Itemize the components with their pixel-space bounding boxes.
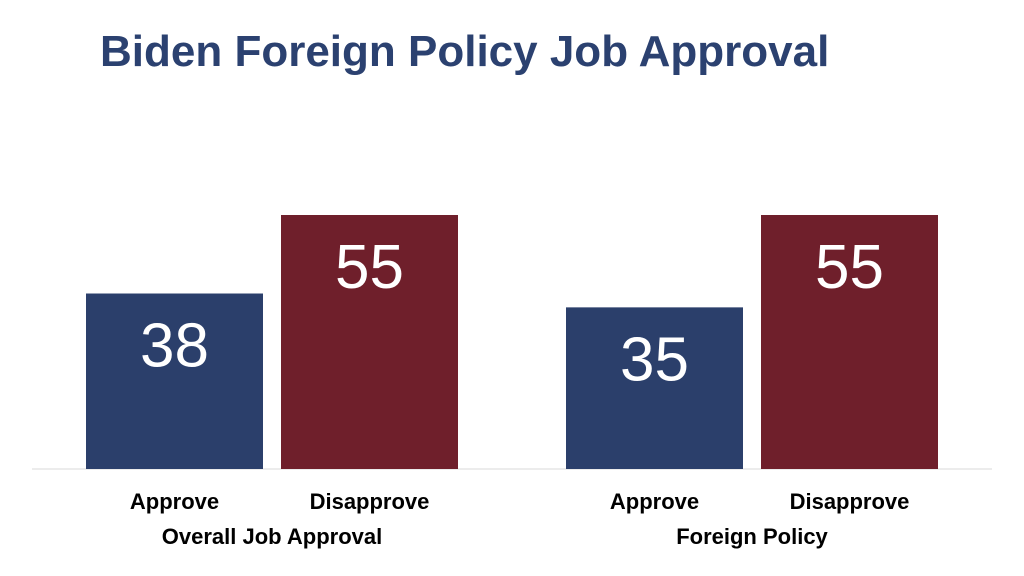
bars-layer: 38 Approve 55 Disapprove Overall Job Approva…: [86, 215, 938, 549]
category-label-0-1: Disapprove: [310, 489, 430, 514]
category-label-0-0: Approve: [130, 489, 219, 514]
bar-1-disapprove: [761, 215, 938, 469]
value-label-0-0: 38: [140, 312, 209, 381]
category-label-1-1: Disapprove: [790, 489, 910, 514]
value-label-0-1: 55: [335, 233, 404, 302]
group-label-0: Overall Job Approval: [162, 524, 382, 549]
group-label-1: Foreign Policy: [676, 524, 828, 549]
value-label-1-1: 55: [815, 233, 884, 302]
bar-0-disapprove: [281, 215, 458, 469]
bar-1-approve: [566, 307, 743, 469]
bar-0-approve: [86, 293, 263, 469]
category-label-1-0: Approve: [610, 489, 699, 514]
chart-title: Biden Foreign Policy Job Approval: [100, 27, 829, 76]
value-label-1-0: 35: [620, 325, 689, 394]
